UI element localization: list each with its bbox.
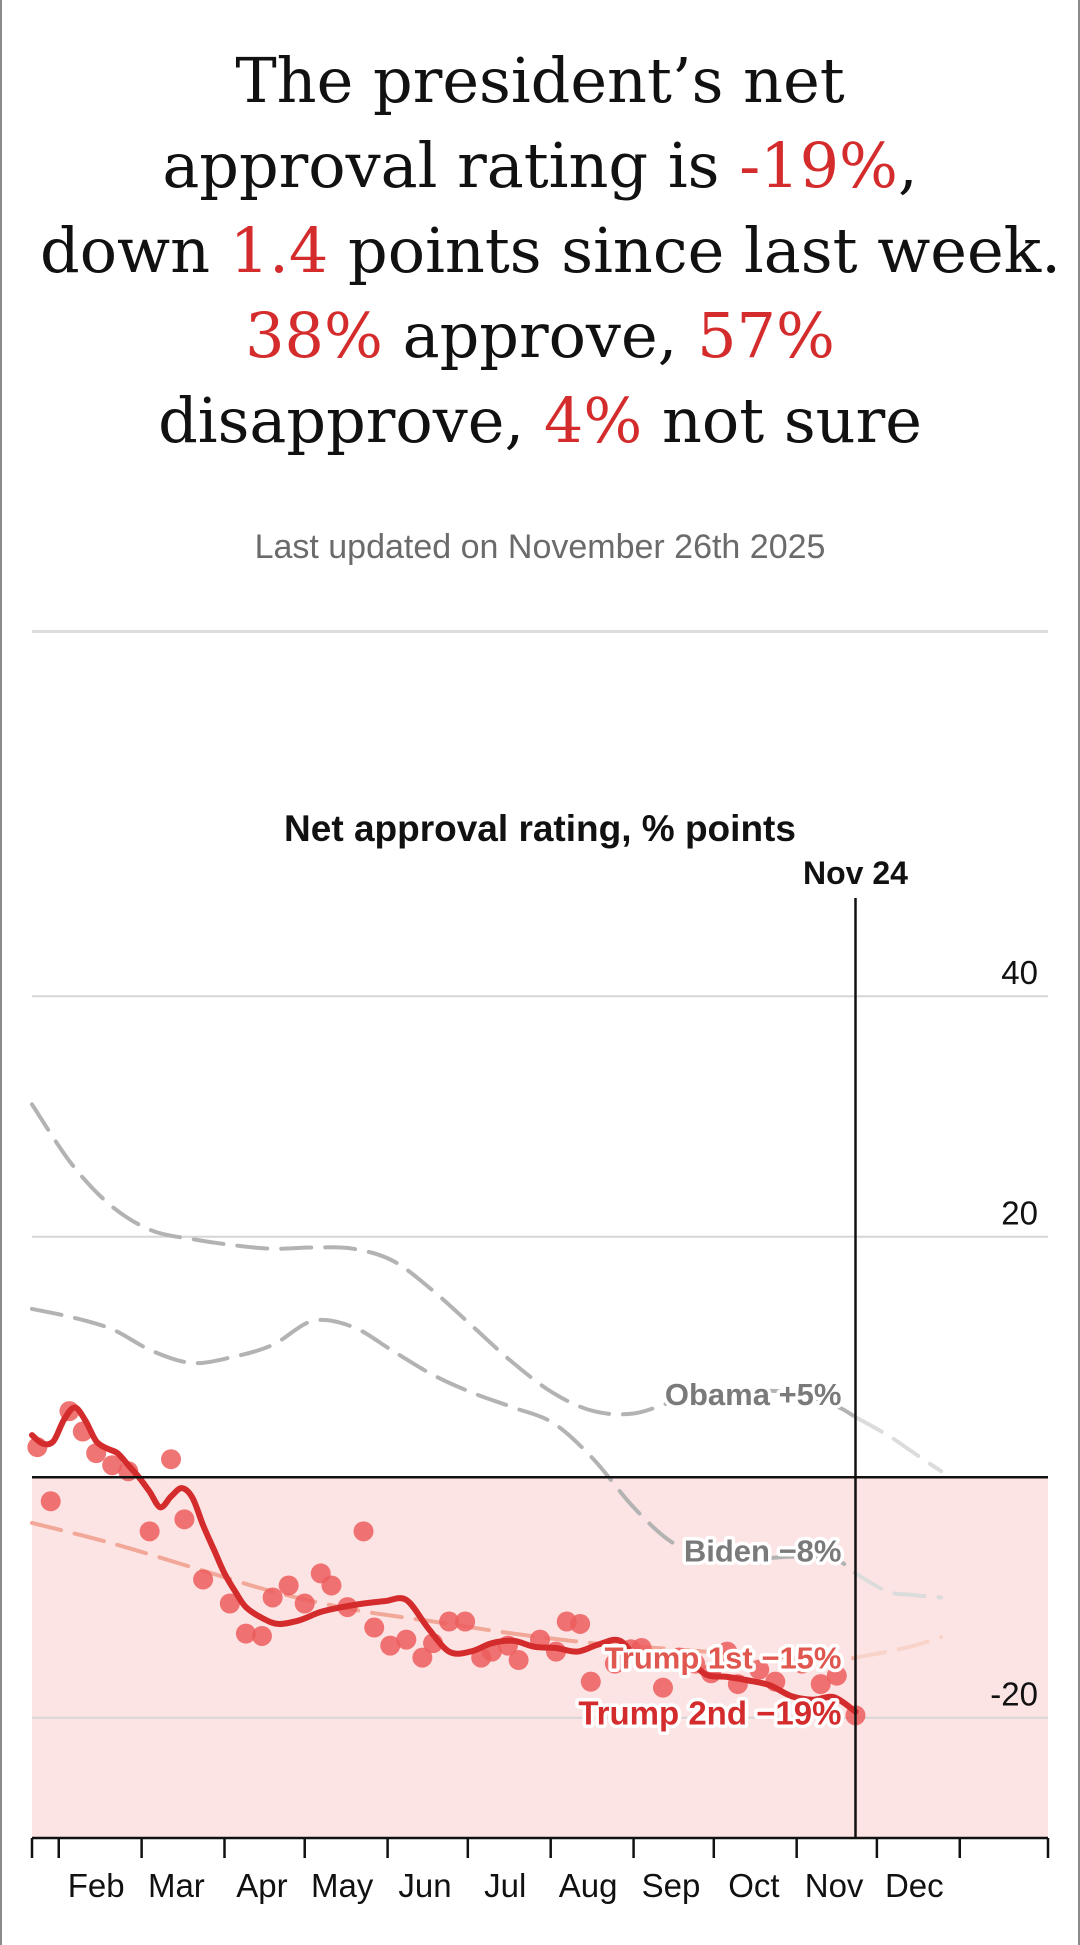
y-tick-label: -20 [990, 1676, 1038, 1713]
series-layer [30, 1102, 944, 1663]
poll-dot [174, 1509, 195, 1530]
series-label-trump-1st: Trump 1st −15% [605, 1641, 842, 1676]
poll-dot [580, 1671, 601, 1692]
gridlines-layer [32, 995, 1048, 1719]
series-label-trump-2nd: Trump 2nd −19% [578, 1695, 841, 1732]
weekly-change-value: 1.4 [229, 214, 329, 287]
poll-dot [570, 1613, 591, 1634]
poll-dot [161, 1449, 182, 1470]
poll-dot [455, 1611, 476, 1632]
headline-line-2: approval rating is -19%, [40, 123, 1040, 208]
poll-dot [294, 1593, 315, 1614]
labels-layer: 40 20 -20 Nov 24 Feb Mar Apr May Jun Jul Aug Sep Oct… [68, 855, 1038, 1904]
poll-dot [278, 1575, 299, 1596]
x-axis-month-label: Oct [728, 1867, 779, 1904]
series-projection-trump-1st [853, 1635, 944, 1660]
poll-dot [652, 1677, 673, 1698]
series-line-trump-1st [30, 1520, 858, 1663]
chart-title: Net approval rating, % points [284, 808, 796, 849]
headline-line1-text: The president’s net [235, 44, 845, 117]
negative-region-band [32, 1477, 1048, 1838]
poll-dot [219, 1593, 240, 1614]
poll-dot [412, 1647, 433, 1668]
section-divider [32, 630, 1048, 633]
x-axis-month-label: Feb [68, 1867, 125, 1904]
series-projection-biden [853, 1571, 944, 1600]
series-line-trump-2nd [29, 1404, 859, 1715]
approve-text: approve, [382, 299, 698, 372]
x-axis-month-label: Jun [398, 1867, 451, 1904]
x-axis-month-label: Sep [642, 1867, 701, 1904]
x-axis-month-label: Apr [236, 1867, 287, 1904]
poll-dot [139, 1521, 160, 1542]
headline-line3-prefix: down [40, 214, 230, 287]
poll-dot [749, 1659, 770, 1680]
x-axis-month-label: Mar [148, 1867, 205, 1904]
headline: The president’s net approval rating is -… [40, 38, 1061, 463]
poll-dot [508, 1650, 529, 1671]
headline-line-5: disapprove, 4% not sure [40, 378, 1040, 463]
headline-line-4: 38% approve, 57% [40, 293, 1040, 378]
headline-line5-prefix: disapprove, [158, 384, 544, 457]
y-tick-label: 40 [1001, 954, 1038, 991]
poll-dot [321, 1575, 342, 1596]
x-axis-month-label: Aug [559, 1867, 618, 1904]
headline-line-3: down 1.4 points since last week. [40, 208, 1061, 293]
approve-value: 38% [245, 299, 383, 372]
negative-band-layer [32, 1477, 1048, 1838]
poll-dot [604, 1653, 625, 1674]
headline-line5-suffix: not sure [642, 384, 922, 457]
x-axis-month-label: Dec [885, 1867, 944, 1904]
poll-dot [631, 1637, 652, 1658]
poll-dot [353, 1521, 374, 1542]
poll-dot [792, 1653, 813, 1674]
series-line-obama [30, 1102, 858, 1420]
headline-line-1: The president’s net [40, 38, 1040, 123]
poll-dot [193, 1569, 214, 1590]
last-updated: Last updated on November 26th 2025 [254, 528, 826, 566]
poll-dot [364, 1617, 385, 1638]
x-axis-month-label: May [311, 1867, 374, 1904]
headline-line3-suffix: points since last week. [328, 214, 1061, 287]
x-axis-month-label: Nov [805, 1867, 864, 1904]
not-sure-value: 4% [543, 384, 643, 457]
headline-line2-suffix: , [897, 129, 918, 202]
net-rating-value: -19% [739, 129, 898, 202]
poll-dot [810, 1674, 831, 1695]
series-label-biden: Biden −8% [684, 1533, 842, 1568]
axes-layer [30, 898, 1050, 1858]
poll-dot [380, 1635, 401, 1656]
y-tick-label: 20 [1001, 1195, 1038, 1232]
series-label-obama: Obama +5% [665, 1377, 842, 1412]
trump-2nd-layer [29, 1404, 859, 1715]
poll-dot [235, 1623, 256, 1644]
disapprove-value: 57% [697, 299, 835, 372]
headline-line2-prefix: approval rating is [162, 129, 740, 202]
series-projection-obama [853, 1415, 944, 1474]
poll-dot [396, 1629, 417, 1650]
poll-dot [826, 1665, 847, 1686]
poll-dot [251, 1625, 272, 1646]
poll-dot [40, 1491, 61, 1512]
poll-dot [717, 1641, 738, 1662]
poll-dot [102, 1455, 123, 1476]
current-date-label: Nov 24 [803, 855, 908, 891]
series-line-biden [30, 1306, 858, 1576]
x-axis-month-label: Jul [484, 1867, 526, 1904]
poll-dot [439, 1611, 460, 1632]
poll-dot [262, 1587, 283, 1608]
